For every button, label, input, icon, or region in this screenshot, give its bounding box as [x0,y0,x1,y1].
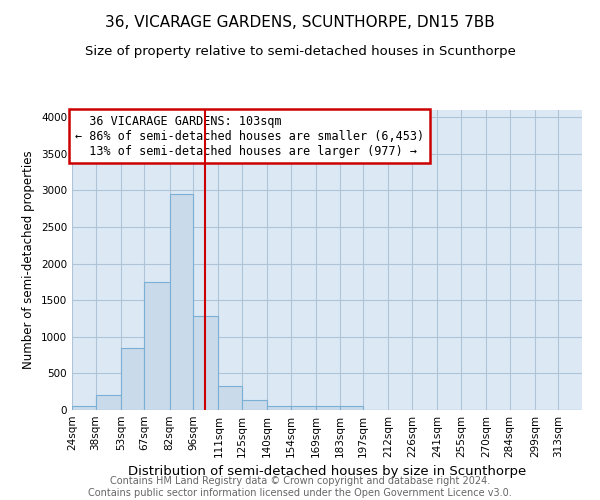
Bar [267,406,291,410]
Y-axis label: Number of semi-detached properties: Number of semi-detached properties [22,150,35,370]
Text: Size of property relative to semi-detached houses in Scunthorpe: Size of property relative to semi-detach… [85,45,515,58]
X-axis label: Distribution of semi-detached houses by size in Scunthorpe: Distribution of semi-detached houses by … [128,466,526,478]
Text: 36, VICARAGE GARDENS, SCUNTHORPE, DN15 7BB: 36, VICARAGE GARDENS, SCUNTHORPE, DN15 7… [105,15,495,30]
Bar [95,396,121,410]
Bar [193,316,218,410]
Bar [242,400,267,410]
Bar [72,406,95,410]
Bar [121,348,145,410]
Text: 36 VICARAGE GARDENS: 103sqm
← 86% of semi-detached houses are smaller (6,453)
  : 36 VICARAGE GARDENS: 103sqm ← 86% of sem… [74,114,424,158]
Bar [145,282,170,410]
Text: Contains HM Land Registry data © Crown copyright and database right 2024.
Contai: Contains HM Land Registry data © Crown c… [88,476,512,498]
Bar [170,194,193,410]
Bar [218,386,242,410]
Bar [316,406,340,410]
Bar [291,406,316,410]
Bar [340,406,363,410]
